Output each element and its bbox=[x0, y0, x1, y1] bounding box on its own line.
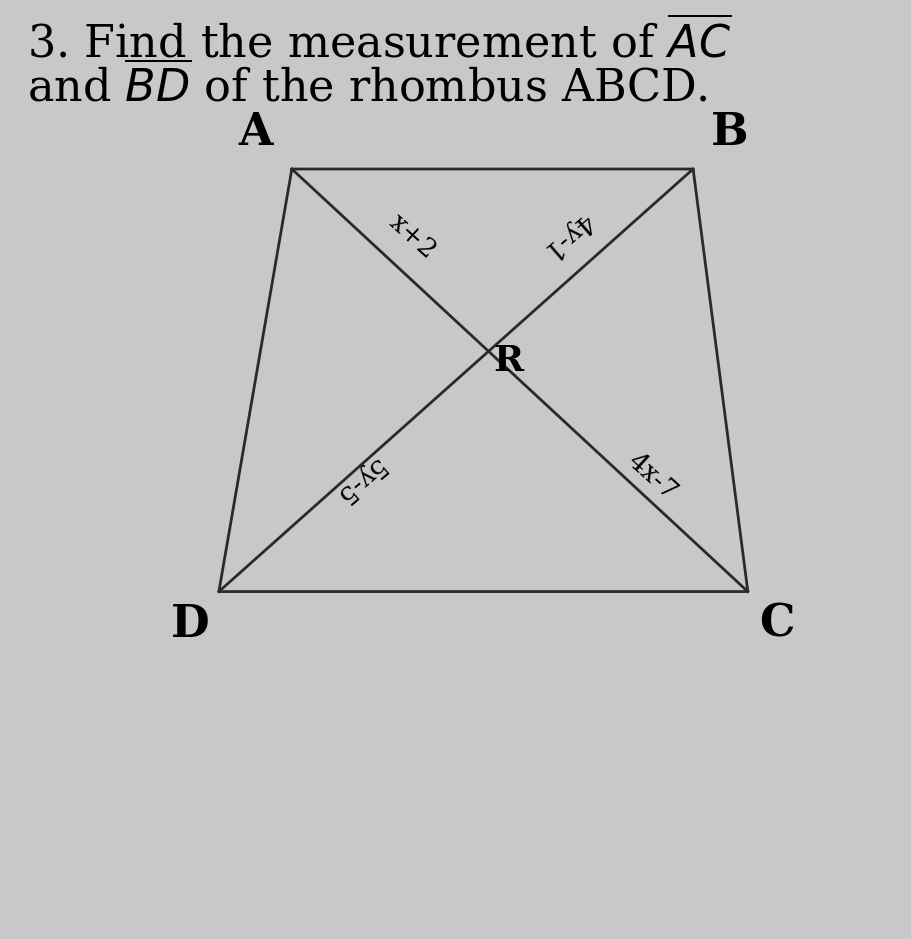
Text: 3. Find the measurement of $\overline{AC}$: 3. Find the measurement of $\overline{AC… bbox=[27, 18, 731, 67]
Text: R: R bbox=[493, 344, 523, 377]
Text: 4x-7: 4x-7 bbox=[622, 448, 681, 504]
Text: B: B bbox=[710, 111, 748, 154]
Text: x+2: x+2 bbox=[384, 209, 441, 264]
Text: and $\overline{BD}$ of the rhombus ABCD.: and $\overline{BD}$ of the rhombus ABCD. bbox=[27, 62, 707, 111]
Text: A: A bbox=[238, 111, 272, 154]
Text: 4y-1: 4y-1 bbox=[537, 208, 598, 265]
Text: 5y-5: 5y-5 bbox=[328, 453, 388, 509]
Text: D: D bbox=[170, 603, 209, 646]
Text: C: C bbox=[759, 603, 793, 646]
